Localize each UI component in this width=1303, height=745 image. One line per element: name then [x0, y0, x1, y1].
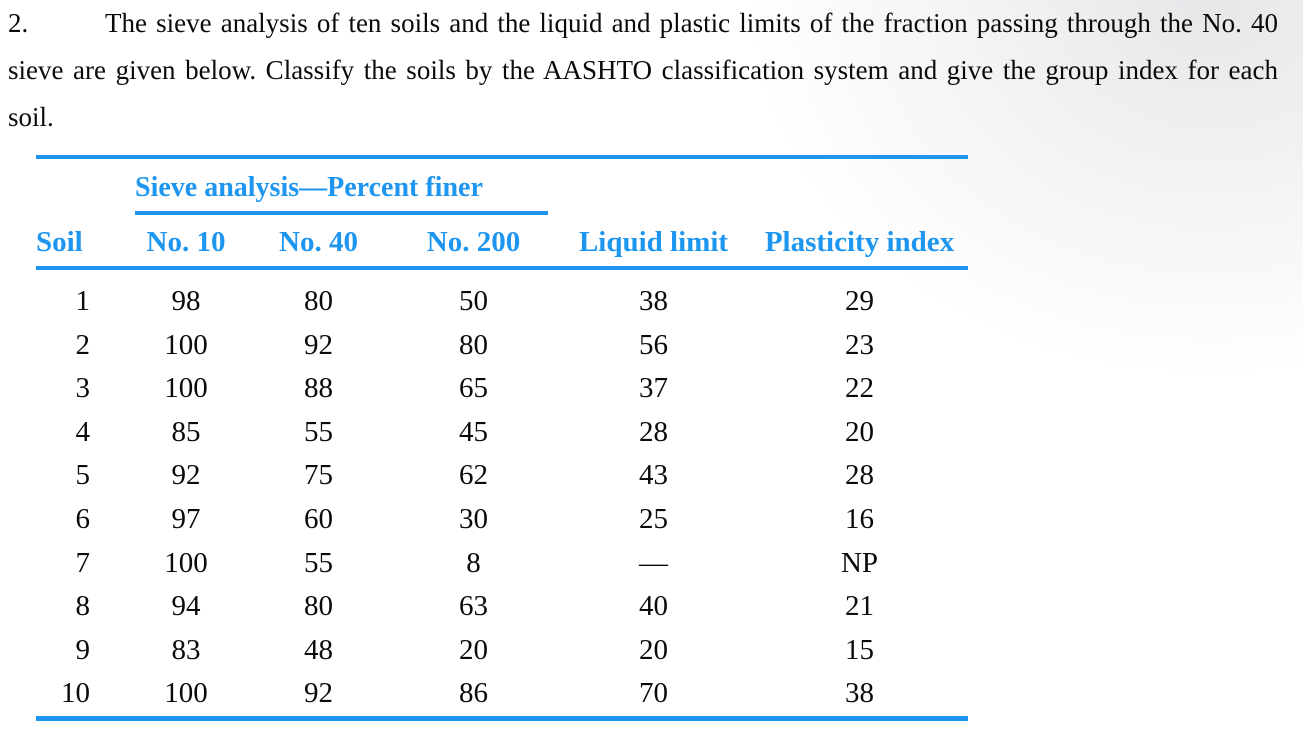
soil-data-table: Sieve analysis—Percent finer Soil No. 10… [36, 155, 968, 721]
table-cell: 94 [171, 590, 201, 623]
table-cell: 88 [304, 372, 333, 405]
table-cell: 92 [171, 459, 201, 492]
table-cell: 92 [304, 328, 333, 361]
table-row: 4 85 55 45 28 20 [36, 411, 968, 455]
table-cell: 40 [639, 590, 668, 623]
table-cell: 56 [639, 328, 668, 361]
table-cell: 16 [845, 502, 874, 535]
table-cell: 100 [164, 546, 208, 579]
table-cell: 55 [304, 546, 333, 579]
table-cell: 83 [171, 633, 201, 666]
table-row: 3 100 88 65 37 22 [36, 367, 968, 411]
table-cell: 60 [304, 502, 333, 535]
table-row: 9 83 48 20 20 15 [36, 629, 968, 673]
spanner-label: Sieve analysis—Percent finer [135, 172, 483, 203]
table-cell: 62 [459, 459, 488, 492]
table-row: 7 100 55 8 — NP [36, 542, 968, 586]
table-cell: 3 [75, 372, 91, 405]
problem-text-line-1: The sieve analysis of ten soils and the … [105, 8, 1278, 38]
table-bottom-rule [36, 716, 968, 721]
problem-statement: 2. The sieve analysis of ten soils and t… [8, 0, 1278, 141]
table-cell: 20 [459, 633, 488, 666]
table-cell: 2 [75, 328, 91, 361]
table-top-rule [36, 155, 968, 159]
table-row: 10 100 92 86 70 38 [36, 672, 968, 716]
table-cell: 28 [845, 459, 874, 492]
table-cell: 63 [459, 590, 488, 623]
table-row: 1 98 80 50 38 29 [36, 280, 968, 324]
table-cell: 1 [75, 285, 91, 317]
table-cell: 6 [75, 502, 91, 535]
table-cell: 8 [466, 546, 481, 579]
table-cell: 100 [164, 677, 208, 710]
table-row: 5 92 75 62 43 28 [36, 454, 968, 498]
table-cell: 22 [845, 372, 874, 405]
spanner-underline-rule [135, 211, 548, 215]
table-cell: 25 [639, 502, 668, 535]
table-cell: 20 [845, 415, 874, 448]
table-row: 8 94 80 63 40 21 [36, 585, 968, 629]
table-cell: 75 [304, 459, 333, 492]
table-cell: 37 [639, 372, 668, 405]
table-cell: 45 [459, 415, 488, 448]
table-cell: NP [840, 546, 879, 579]
table-cell: 28 [639, 415, 668, 448]
table-cell: 85 [171, 415, 201, 448]
problem-text-line-3: soil. [8, 102, 54, 132]
table-cell: 92 [304, 677, 333, 710]
table-cell: 65 [459, 372, 488, 405]
table-cell: 10 [61, 677, 90, 710]
table-cell: 15 [845, 633, 874, 666]
column-header-plasticity-index: Plasticity index [764, 226, 955, 258]
problem-text-line-2: sieve are given below. Classify the soil… [8, 55, 1278, 85]
table-header-rule [36, 266, 968, 270]
column-header-no40: No. 40 [279, 226, 358, 258]
table-cell: 23 [845, 328, 874, 361]
table-cell: — [639, 546, 668, 579]
column-header-no200: No. 200 [426, 226, 521, 258]
column-header-no10: No. 10 [146, 226, 226, 258]
problem-line-1: 2. The sieve analysis of ten soils and t… [8, 0, 1278, 47]
table-cell: 8 [75, 590, 91, 623]
table-cell: 50 [459, 285, 488, 317]
table-header-row: Soil No. 10 No. 40 No. 200 Liquid limit … [36, 215, 968, 266]
table-cell: 43 [639, 459, 668, 492]
spanner-heading: Sieve analysis—Percent finer [135, 159, 548, 215]
table-cell: 70 [639, 677, 668, 710]
table-cell: 86 [459, 677, 488, 710]
table-cell: 80 [459, 328, 488, 361]
column-header-soil: Soil [36, 226, 83, 258]
table-cell: 20 [639, 633, 668, 666]
column-header-liquid-limit: Liquid limit [578, 226, 729, 258]
table-cell: 100 [164, 328, 208, 361]
table-cell: 55 [304, 415, 333, 448]
table-body: 1 98 80 50 38 29 2 100 92 80 56 23 3 100 88 65 37 22 4 85 55… [36, 270, 968, 716]
table-cell: 80 [304, 285, 333, 317]
table-row: 6 97 60 30 25 16 [36, 498, 968, 542]
table-cell: 48 [304, 633, 333, 666]
table-cell: 100 [164, 372, 208, 405]
problem-number: 2. [8, 8, 29, 38]
table-cell: 21 [845, 590, 874, 623]
table-cell: 97 [171, 502, 201, 535]
table-cell: 29 [845, 285, 874, 317]
table-cell: 30 [459, 502, 488, 535]
table-cell: 38 [639, 285, 668, 317]
table-cell: 4 [75, 415, 91, 448]
table-spanner-area: Sieve analysis—Percent finer [36, 159, 968, 215]
table-cell: 7 [75, 546, 91, 579]
table-cell: 5 [75, 459, 91, 492]
table-row: 2 100 92 80 56 23 [36, 324, 968, 368]
table-cell: 38 [845, 677, 874, 710]
table-cell: 9 [75, 633, 91, 666]
table-cell: 98 [171, 285, 201, 317]
table-cell: 80 [304, 590, 333, 623]
